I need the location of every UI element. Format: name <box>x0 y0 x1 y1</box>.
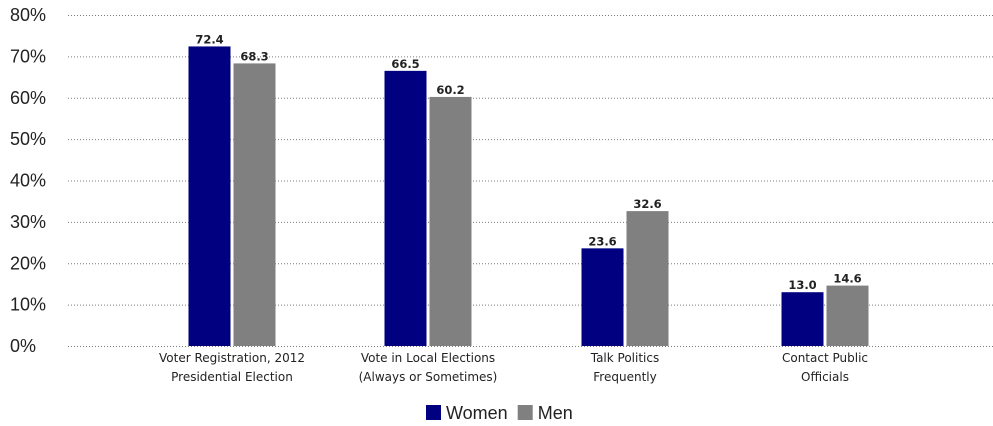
data-label: 66.5 <box>391 57 419 71</box>
bar-women <box>781 292 824 346</box>
data-label: 23.6 <box>588 234 616 248</box>
x-category-label: Contact Public <box>782 351 868 365</box>
y-tick-label: 40% <box>10 171 46 191</box>
y-tick-label: 80% <box>10 5 46 25</box>
bar-women <box>188 46 231 346</box>
bar-women <box>581 248 624 346</box>
bar-men <box>626 211 669 346</box>
y-tick-label: 20% <box>10 253 46 273</box>
data-label: 72.4 <box>195 32 223 46</box>
legend-swatch-women <box>426 405 441 420</box>
data-label: 32.6 <box>633 197 661 211</box>
x-category-label: Frequently <box>593 370 656 384</box>
legend-swatch-men <box>517 405 533 420</box>
bar-men <box>233 63 276 346</box>
data-label: 68.3 <box>240 49 268 63</box>
y-tick-label: 60% <box>10 88 46 108</box>
legend-label-men: Men <box>538 403 573 423</box>
y-tick-label: 0% <box>10 336 36 356</box>
grid-lines <box>68 15 993 347</box>
x-category-label: Voter Registration, 2012 <box>159 351 305 365</box>
x-axis-category-labels: Voter Registration, 2012 Presidential Ele… <box>159 351 868 384</box>
x-category-label: Vote in Local Elections <box>361 351 495 365</box>
bar-men <box>429 96 472 346</box>
legend-label-women: Women <box>446 403 508 423</box>
data-label: 14.6 <box>833 272 861 286</box>
data-label: 60.2 <box>436 83 464 97</box>
x-category-label: Presidential Election <box>171 370 293 384</box>
data-labels: 72.4 68.3 66.5 60.2 23.6 32.6 13.0 14.6 <box>195 32 861 292</box>
y-tick-label: 50% <box>10 129 46 149</box>
x-category-label: Talk Politics <box>590 351 660 365</box>
y-axis-tick-labels: 0% 10% 20% 30% 40% 50% 60% 70% 80% <box>10 5 46 356</box>
bars <box>188 46 869 346</box>
bar-men <box>826 285 869 346</box>
bar-women <box>384 70 427 346</box>
y-tick-label: 10% <box>10 295 46 315</box>
data-label: 13.0 <box>788 278 816 292</box>
x-category-label: Officials <box>801 370 849 384</box>
y-tick-label: 70% <box>10 46 46 66</box>
legend: Women Men <box>426 403 573 423</box>
y-tick-label: 30% <box>10 212 46 232</box>
x-category-label: (Always or Sometimes) <box>359 370 498 384</box>
